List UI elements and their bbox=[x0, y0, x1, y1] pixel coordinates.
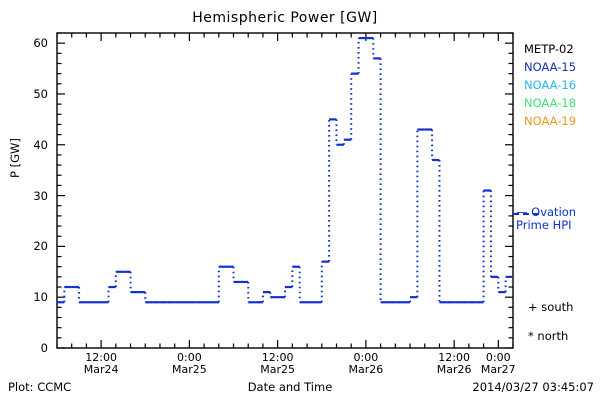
page-title: Hemispheric Power [GW] bbox=[192, 10, 378, 26]
x-tick-label: 0:00 Mar26 bbox=[348, 351, 384, 376]
x-axis-label: Date and Time bbox=[247, 380, 333, 394]
y-axis-label: P [GW] bbox=[8, 138, 22, 178]
y-tick-label: 20 bbox=[33, 239, 48, 254]
x-tick-label: 12:00 Mar26 bbox=[436, 351, 472, 376]
legend-item-noaa-16: NOAA-16 bbox=[524, 78, 577, 92]
legend-item-noaa-19: NOAA-19 bbox=[524, 114, 577, 128]
y-tick-label: 60 bbox=[33, 36, 48, 51]
ovation-label-line1: — Ovation bbox=[516, 205, 577, 219]
legend-item-noaa-15: NOAA-15 bbox=[524, 60, 577, 74]
north-marker-note: * north bbox=[528, 329, 569, 343]
legend: METP-02 NOAA-15 NOAA-16 NOAA-18 NOAA-19 bbox=[524, 40, 576, 130]
ovation-legend-label: — Ovation Prime HPI bbox=[516, 206, 576, 232]
ovation-label-line2: Prime HPI bbox=[516, 218, 572, 232]
y-tick-label: 30 bbox=[33, 188, 48, 203]
legend-item-metp-02: METP-02 bbox=[524, 42, 574, 56]
data-series-ovation bbox=[57, 36, 513, 304]
plot-frame bbox=[56, 32, 514, 349]
footer-timestamp: 2014/03/27 03:45:07 bbox=[472, 380, 594, 394]
legend-item-noaa-18: NOAA-18 bbox=[524, 96, 577, 110]
ovation-line-sample bbox=[513, 213, 539, 215]
y-tick-label: 50 bbox=[33, 86, 48, 101]
south-marker-note: + south bbox=[528, 300, 574, 314]
x-tick-label: 12:00 Mar24 bbox=[83, 351, 119, 376]
axis-ticks bbox=[56, 32, 514, 349]
y-tick-label: 40 bbox=[33, 137, 48, 152]
footer-plot-source: Plot: CCMC bbox=[8, 380, 72, 394]
y-tick-label: 10 bbox=[33, 290, 48, 305]
y-tick-label: 0 bbox=[40, 341, 48, 355]
x-tick-label: 0:00 Mar25 bbox=[171, 351, 207, 376]
x-tick-label: 0:00 Mar27 bbox=[480, 351, 516, 376]
x-tick-label: 12:00 Mar25 bbox=[260, 351, 296, 376]
